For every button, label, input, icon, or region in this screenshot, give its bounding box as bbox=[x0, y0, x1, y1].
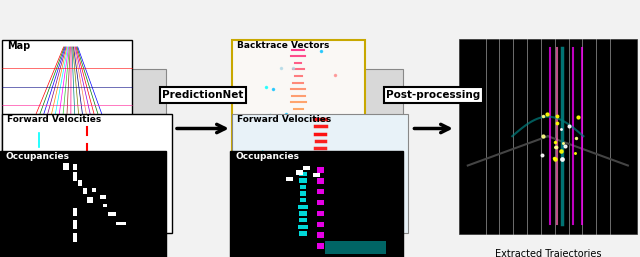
Bar bbox=[83, 188, 87, 194]
Bar bbox=[459, 39, 637, 234]
Bar bbox=[73, 164, 77, 170]
Bar bbox=[2, 114, 172, 233]
Bar bbox=[298, 205, 308, 209]
Bar bbox=[232, 40, 365, 181]
Bar bbox=[73, 220, 77, 229]
Text: Backtrace Vectors: Backtrace Vectors bbox=[237, 41, 330, 50]
Bar bbox=[298, 225, 308, 229]
Bar bbox=[103, 204, 107, 207]
Bar bbox=[116, 222, 127, 225]
Bar bbox=[3, 69, 166, 234]
Text: Occupancies: Occupancies bbox=[5, 152, 69, 161]
Bar bbox=[299, 218, 307, 222]
Bar bbox=[108, 212, 116, 216]
Text: Map: Map bbox=[7, 41, 30, 51]
Bar bbox=[73, 208, 77, 216]
Bar bbox=[100, 195, 106, 199]
Bar bbox=[285, 177, 292, 181]
Bar bbox=[300, 212, 307, 216]
Bar bbox=[0, 151, 166, 257]
Bar bbox=[299, 172, 307, 176]
Bar bbox=[300, 191, 306, 196]
Text: Occupancies: Occupancies bbox=[236, 152, 300, 161]
Bar bbox=[317, 167, 324, 173]
Bar bbox=[92, 188, 95, 192]
Bar bbox=[317, 222, 324, 227]
Bar bbox=[325, 241, 386, 254]
Text: Post-processing: Post-processing bbox=[386, 90, 481, 100]
Bar bbox=[300, 198, 306, 203]
Text: Forward Velocities: Forward Velocities bbox=[237, 115, 332, 124]
Bar bbox=[299, 231, 307, 236]
Bar bbox=[86, 197, 93, 203]
Bar bbox=[232, 114, 408, 233]
Bar bbox=[317, 232, 324, 238]
Bar bbox=[73, 233, 77, 242]
Bar bbox=[317, 200, 324, 205]
Bar bbox=[298, 178, 307, 182]
Text: Extracted Trajectories: Extracted Trajectories bbox=[495, 249, 601, 257]
Bar bbox=[300, 185, 306, 189]
Bar bbox=[73, 172, 77, 181]
Bar bbox=[317, 243, 324, 249]
Bar bbox=[303, 166, 310, 170]
Text: Past Observations: Past Observations bbox=[37, 255, 126, 257]
Bar bbox=[317, 211, 324, 216]
Bar bbox=[296, 170, 303, 175]
Text: PredictionNet: PredictionNet bbox=[162, 90, 244, 100]
Bar bbox=[230, 151, 403, 257]
Bar bbox=[63, 163, 69, 170]
Bar bbox=[317, 178, 324, 183]
Bar bbox=[314, 173, 320, 177]
Text: Future Predictions: Future Predictions bbox=[271, 255, 359, 257]
Bar bbox=[78, 180, 82, 186]
Bar bbox=[234, 69, 403, 234]
Bar bbox=[317, 189, 324, 194]
Bar bbox=[2, 40, 132, 181]
Text: Forward Velocities: Forward Velocities bbox=[7, 115, 101, 124]
